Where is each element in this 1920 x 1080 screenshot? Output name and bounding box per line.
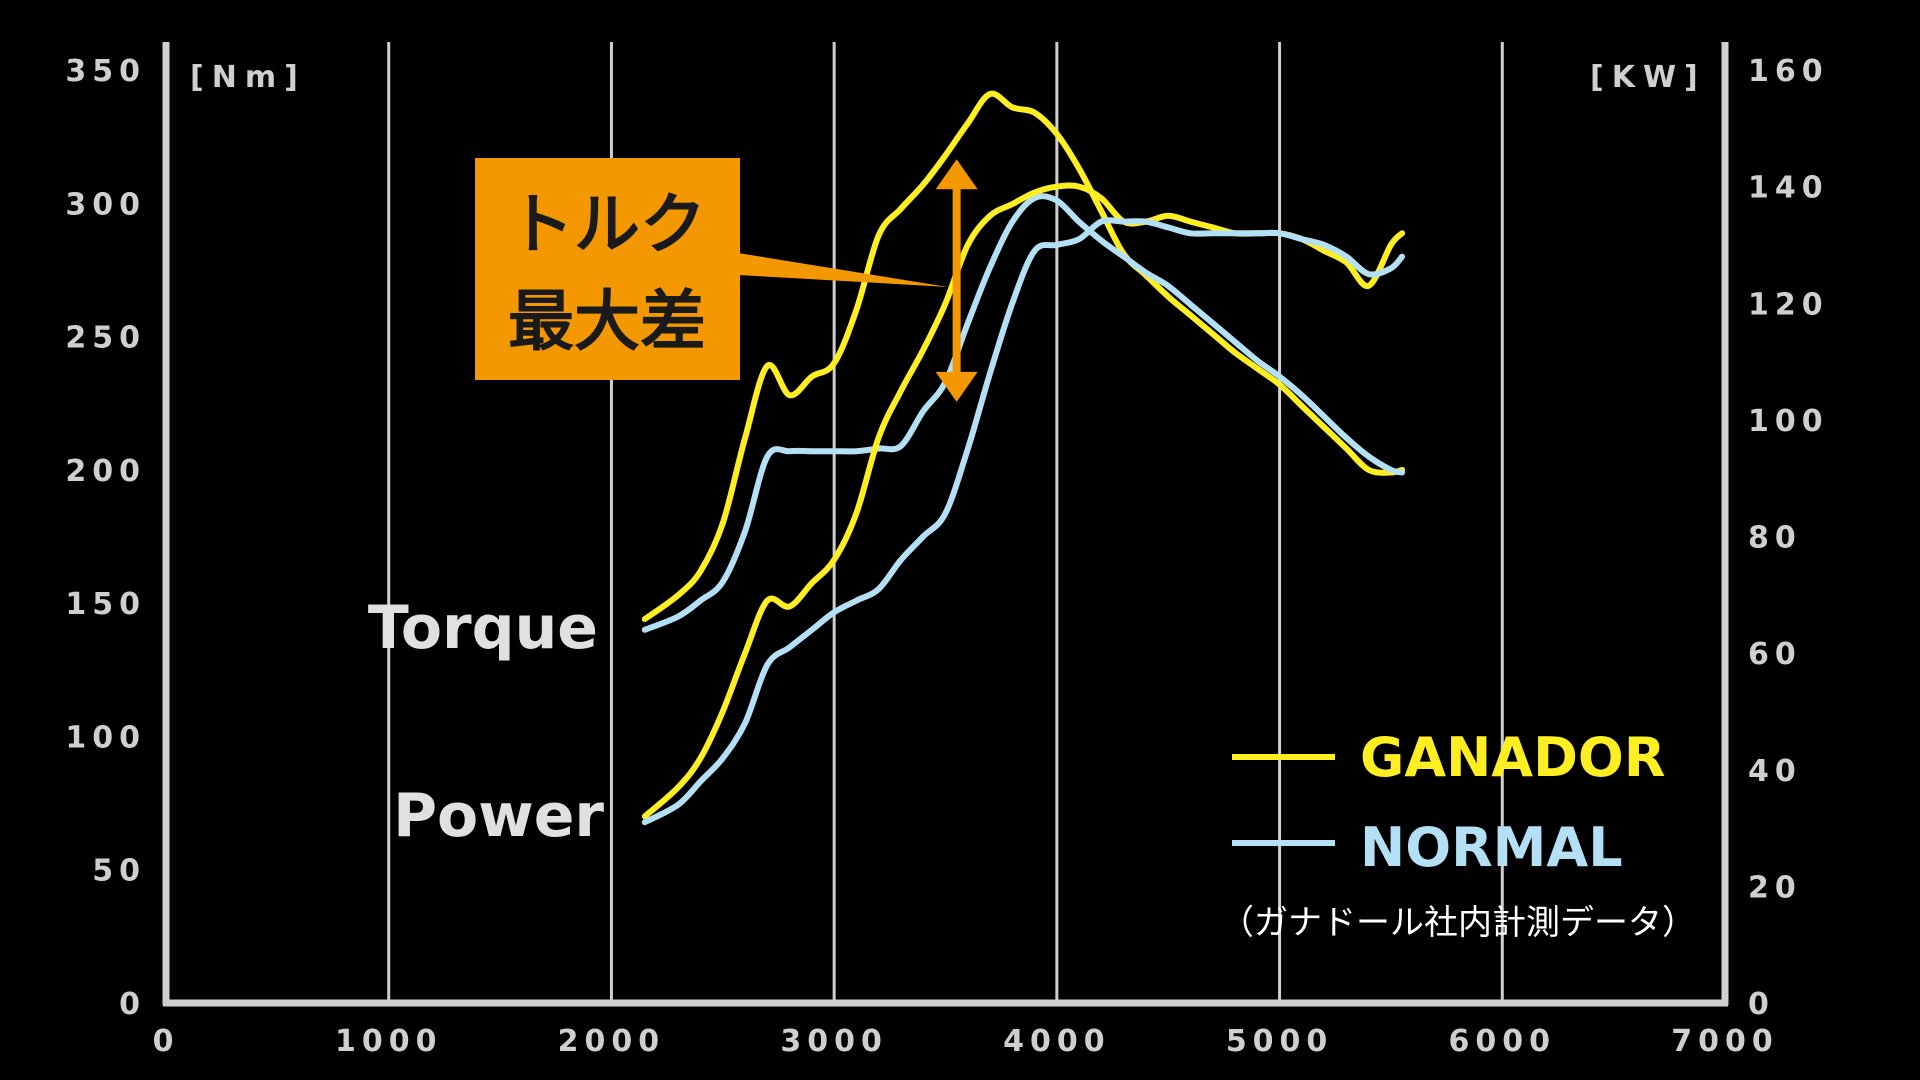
x-tick-0: 0 bbox=[153, 1024, 180, 1059]
right-y-tick-40: 40 bbox=[1748, 754, 1802, 789]
left-y-tick-0: 0 bbox=[119, 987, 146, 1022]
x-tick-6000: 6000 bbox=[1449, 1024, 1557, 1059]
left-y-tick-50: 50 bbox=[92, 854, 146, 889]
right-y-tick-100: 100 bbox=[1748, 404, 1829, 439]
left-y-tick-100: 100 bbox=[65, 720, 146, 755]
right-y-tick-60: 60 bbox=[1748, 637, 1802, 672]
right-y-tick-80: 80 bbox=[1748, 521, 1802, 556]
left-y-tick-250: 250 bbox=[65, 321, 146, 356]
right-y-tick-120: 120 bbox=[1748, 287, 1829, 322]
left-y-tick-labels: 0 50 100 150 200 250 300 350 bbox=[65, 54, 146, 1022]
right-y-tick-140: 140 bbox=[1748, 171, 1829, 206]
torque-difference-callout: トルク 最大差 bbox=[475, 158, 978, 402]
callout-line-2: 最大差 bbox=[508, 283, 706, 360]
x-tick-1000: 1000 bbox=[335, 1024, 443, 1059]
series-line-normal-power bbox=[641, 217, 1406, 826]
x-tick-4000: 4000 bbox=[1003, 1024, 1111, 1059]
power-curve-label: Power bbox=[393, 781, 604, 851]
difference-arrow bbox=[935, 159, 978, 402]
right-y-tick-160: 160 bbox=[1748, 54, 1829, 89]
left-y-tick-200: 200 bbox=[65, 454, 146, 489]
x-tick-labels: 0 1000 2000 3000 4000 5000 6000 7000 bbox=[153, 1024, 1779, 1059]
series-line-ganador-torque bbox=[641, 90, 1406, 623]
left-y-tick-300: 300 bbox=[65, 187, 146, 222]
legend-label-ganador: GANADOR bbox=[1360, 726, 1665, 789]
x-tick-5000: 5000 bbox=[1226, 1024, 1334, 1059]
right-y-tick-labels: 0 20 40 60 80 100 120 140 160 bbox=[1748, 54, 1829, 1022]
left-y-tick-150: 150 bbox=[65, 587, 146, 622]
difference-arrow-head-bottom bbox=[935, 371, 978, 402]
left-axis-unit: [Nm] bbox=[190, 60, 306, 95]
axes bbox=[162, 42, 1729, 1007]
series-lines bbox=[641, 90, 1406, 826]
callout-line-1: トルク bbox=[508, 186, 706, 263]
legend: GANADOR NORMAL （ガナドール社内計測データ） bbox=[1220, 726, 1696, 943]
legend-label-normal: NORMAL bbox=[1360, 816, 1623, 879]
series-line-normal-torque bbox=[641, 193, 1406, 633]
torque-curve-label: Torque bbox=[368, 593, 598, 663]
right-axis-unit: [KW] bbox=[1590, 60, 1706, 95]
callout-pointer bbox=[738, 253, 948, 287]
callout-box bbox=[475, 158, 740, 380]
right-y-tick-0: 0 bbox=[1748, 987, 1775, 1022]
x-tick-7000: 7000 bbox=[1671, 1024, 1779, 1059]
difference-arrow-head-top bbox=[935, 159, 978, 190]
x-tick-2000: 2000 bbox=[558, 1024, 666, 1059]
right-y-tick-20: 20 bbox=[1748, 870, 1802, 905]
left-y-tick-350: 350 bbox=[65, 54, 146, 89]
x-tick-3000: 3000 bbox=[780, 1024, 888, 1059]
data-source-note: （ガナドール社内計測データ） bbox=[1220, 903, 1696, 943]
